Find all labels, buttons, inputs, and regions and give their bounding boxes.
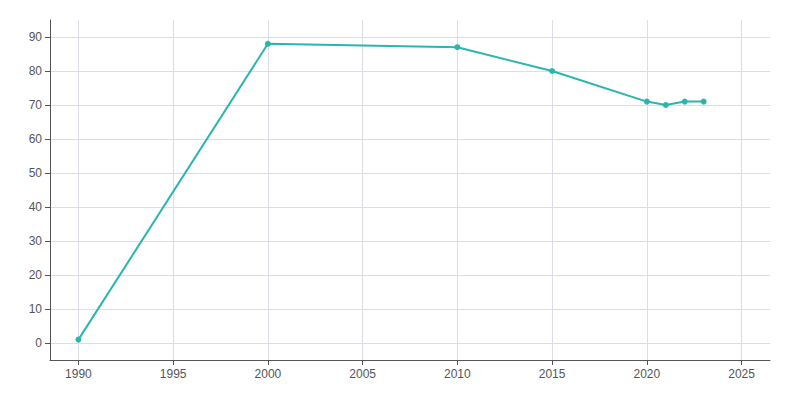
svg-text:20: 20 [29,268,43,282]
svg-text:2025: 2025 [728,367,755,381]
svg-text:50: 50 [29,166,43,180]
svg-text:80: 80 [29,64,43,78]
svg-text:60: 60 [29,132,43,146]
svg-text:10: 10 [29,302,43,316]
svg-text:2010: 2010 [444,367,471,381]
svg-text:2015: 2015 [539,367,566,381]
svg-text:1995: 1995 [160,367,187,381]
svg-text:40: 40 [29,200,43,214]
svg-text:90: 90 [29,30,43,44]
svg-text:2005: 2005 [349,367,376,381]
svg-text:0: 0 [35,336,42,350]
svg-text:2000: 2000 [255,367,282,381]
svg-text:30: 30 [29,234,43,248]
svg-text:2020: 2020 [633,367,660,381]
svg-text:70: 70 [29,98,43,112]
svg-text:1990: 1990 [65,367,92,381]
